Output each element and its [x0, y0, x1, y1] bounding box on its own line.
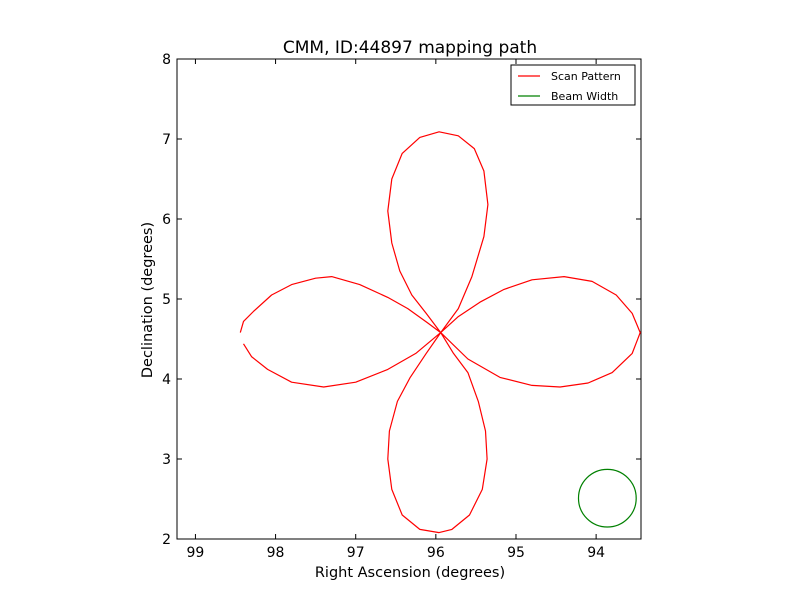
legend-label-scan-pattern: Scan Pattern	[551, 70, 621, 83]
beam-width-circle	[577, 468, 637, 528]
y-axis-label: Declination (degrees)	[140, 222, 156, 378]
x-tick-label: 99	[187, 545, 205, 561]
x-axis-ticks: 99 98 97 96 95 94	[187, 59, 605, 561]
chart-title: CMM, ID:44897 mapping path	[283, 38, 537, 58]
y-tick-label: 2	[162, 532, 171, 548]
legend-box	[510, 64, 636, 106]
data-curves	[239, 131, 641, 534]
y-axis-ticks: 2 3 4 5 6 7 8	[162, 52, 641, 548]
plot-area: 99 98 97 96 95 94 2 3 4 5 6 7 8	[162, 52, 642, 561]
legend: Scan Pattern Beam Width	[510, 64, 636, 106]
y-tick-label: 5	[162, 292, 171, 308]
legend-label-beam-width: Beam Width	[551, 90, 618, 103]
y-tick-label: 7	[162, 132, 171, 148]
x-tick-label: 98	[267, 545, 285, 561]
y-tick-label: 8	[162, 52, 171, 68]
x-tick-label: 96	[427, 545, 445, 561]
y-tick-label: 4	[162, 372, 171, 388]
y-tick-label: 3	[162, 452, 171, 468]
x-tick-label: 95	[507, 545, 525, 561]
scan-pattern-line	[239, 131, 641, 534]
x-tick-label: 94	[587, 545, 605, 561]
x-tick-label: 97	[347, 545, 365, 561]
x-axis-label: Right Ascension (degrees)	[315, 565, 505, 581]
y-tick-label: 6	[162, 212, 171, 228]
